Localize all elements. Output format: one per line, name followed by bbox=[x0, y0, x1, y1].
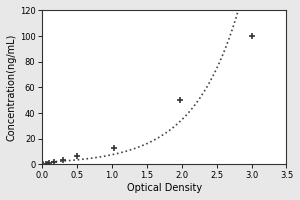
Y-axis label: Concentration(ng/mL): Concentration(ng/mL) bbox=[7, 34, 17, 141]
X-axis label: Optical Density: Optical Density bbox=[127, 183, 202, 193]
